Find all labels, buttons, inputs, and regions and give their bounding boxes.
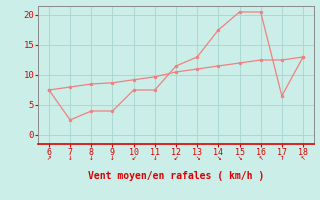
Text: ↑: ↑: [280, 153, 284, 162]
Text: ↙: ↙: [174, 153, 178, 162]
Text: ↘: ↘: [195, 153, 199, 162]
Text: ↖: ↖: [301, 153, 305, 162]
Text: ↖: ↖: [258, 153, 263, 162]
Text: ↘: ↘: [237, 153, 242, 162]
Text: ↙: ↙: [131, 153, 136, 162]
Text: ↓: ↓: [68, 153, 72, 162]
Text: ↗: ↗: [47, 153, 51, 162]
Text: ↓: ↓: [153, 153, 157, 162]
Text: ↓: ↓: [89, 153, 94, 162]
Text: ↓: ↓: [110, 153, 115, 162]
Text: ↘: ↘: [216, 153, 221, 162]
X-axis label: Vent moyen/en rafales ( km/h ): Vent moyen/en rafales ( km/h ): [88, 171, 264, 181]
